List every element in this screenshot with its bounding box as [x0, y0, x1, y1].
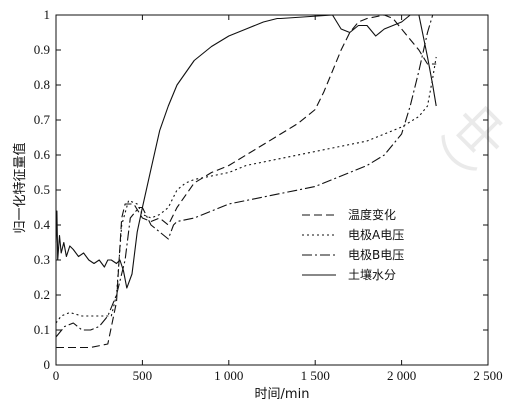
legend-label-4: 土壤水分 — [348, 267, 396, 282]
series-line-2 — [55, 56, 437, 324]
x-axis-title: 时间/min — [255, 387, 310, 402]
series-line-1 — [56, 14, 437, 349]
y-tick-label: 0.5 — [34, 182, 50, 197]
series-line-3 — [55, 14, 440, 338]
plot-frame — [55, 14, 489, 366]
y-tick-label: 0.4 — [34, 217, 51, 232]
y-tick-label: 0.8 — [34, 77, 50, 92]
legend-label-2: 电极A电压 — [348, 228, 404, 242]
x-tick-label: 1 500 — [301, 368, 330, 383]
y-tick-label: 0.7 — [34, 112, 51, 127]
y-tick-label: 0.3 — [34, 252, 50, 267]
y-tick-label: 0.6 — [34, 147, 51, 162]
legend-label-1: 温度变化 — [348, 207, 396, 222]
y-tick-label: 0.2 — [34, 287, 50, 302]
y-tick-label: 0.1 — [34, 322, 50, 337]
y-axis-title: 归一化特征量值 — [12, 142, 28, 233]
chart-series-group — [55, 14, 440, 349]
legend-label-3: 电极B电压 — [348, 248, 404, 262]
series-line-4 — [55, 14, 437, 289]
watermark-text: （中 — [407, 93, 513, 209]
y-tick-label: 0 — [44, 357, 51, 372]
y-tick-label: 0.9 — [34, 42, 50, 57]
chart-axes: 0 500 1 000 1 500 2 000 2 500 0 0.1 0.2 0.3 0.4 0.5… — [34, 7, 503, 383]
y-tick-label: 1 — [44, 7, 51, 22]
x-tick-label: 500 — [133, 368, 153, 383]
x-tick-label: 1 000 — [214, 368, 243, 383]
x-tick-label: 0 — [53, 368, 60, 383]
x-tick-label: 2 500 — [473, 368, 502, 383]
x-tick-label: 2 000 — [387, 368, 416, 383]
